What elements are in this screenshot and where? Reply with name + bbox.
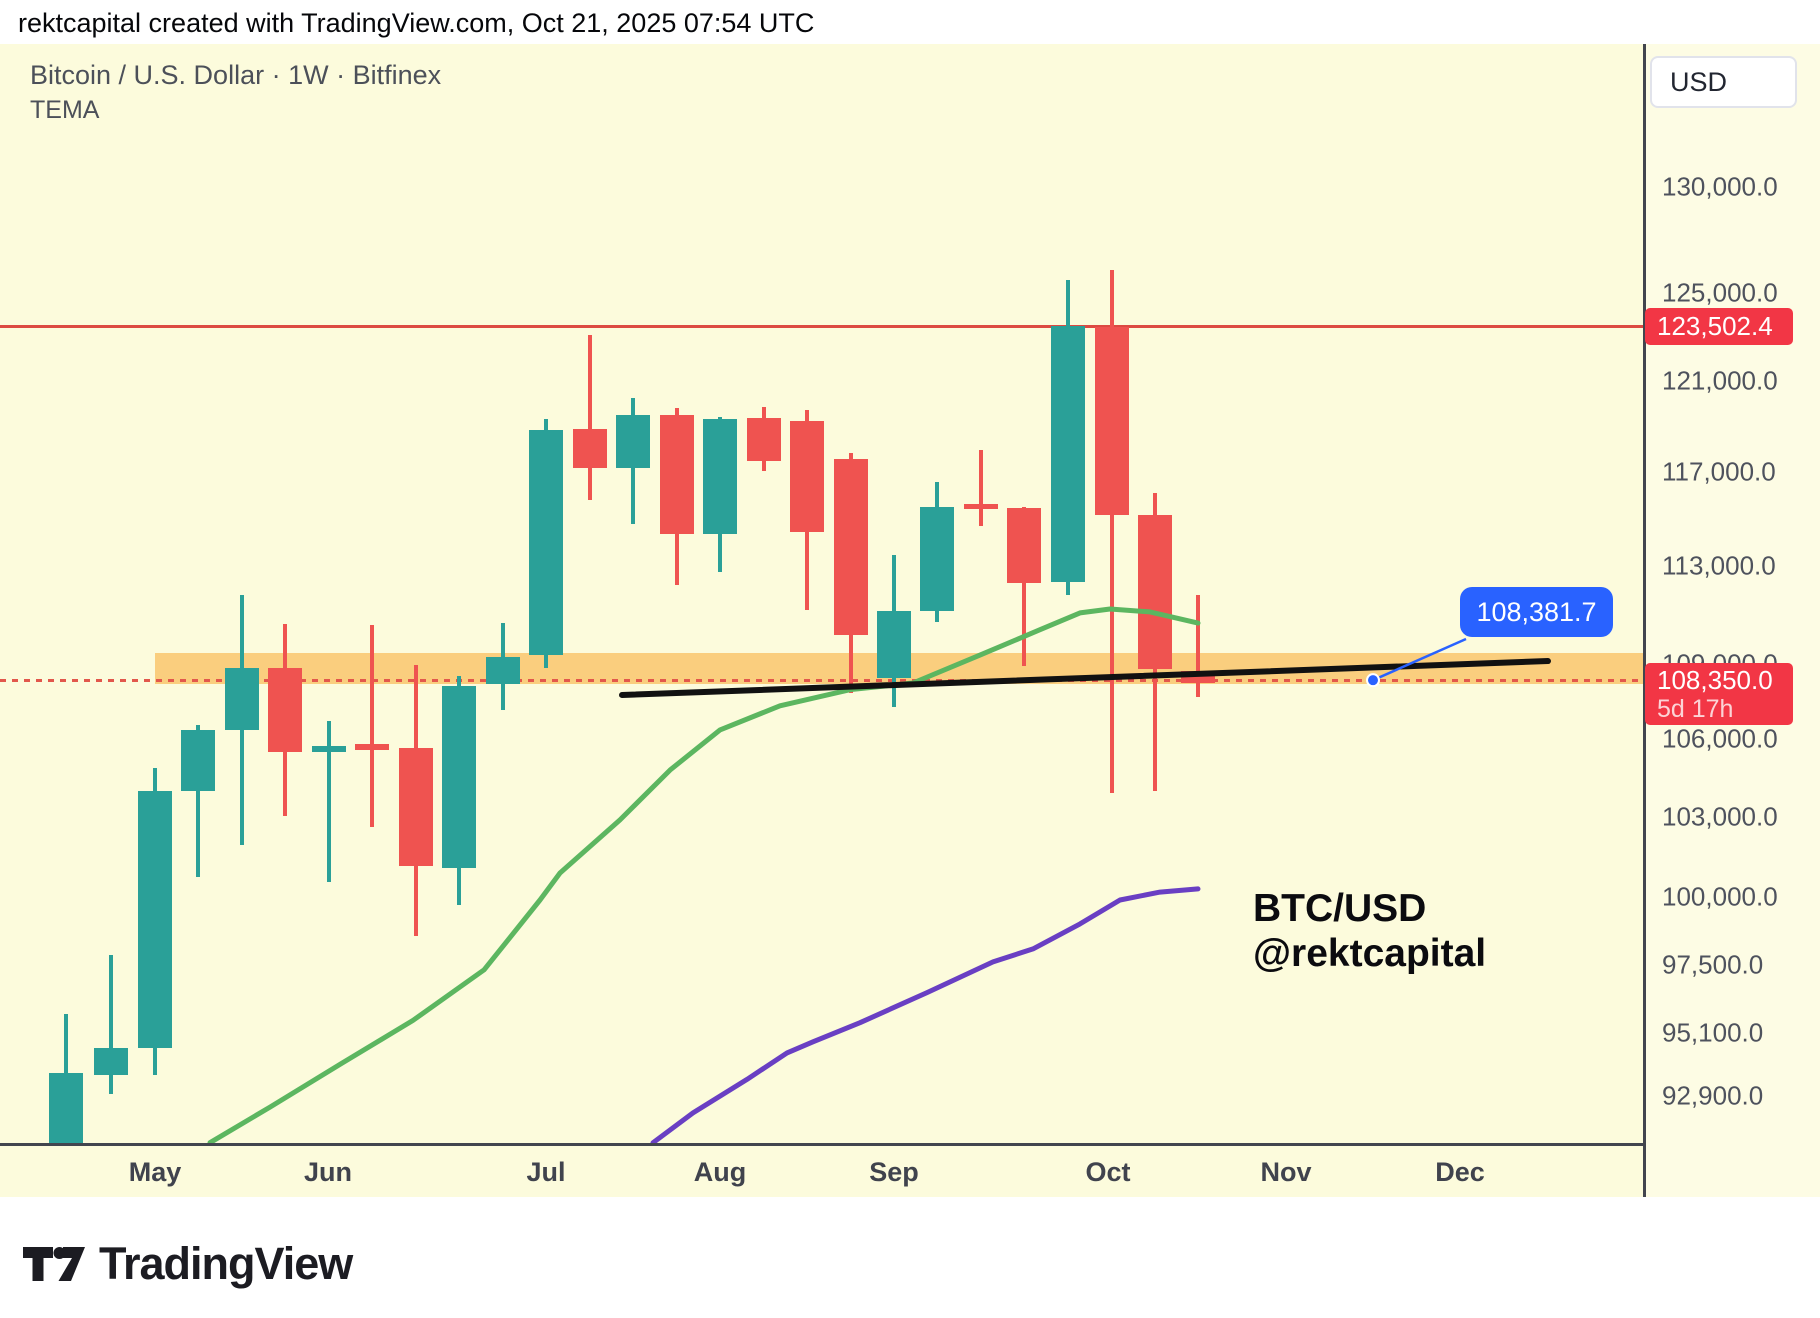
month-tick-label-oct[interactable]: Oct bbox=[1085, 1157, 1131, 1187]
candle-wick bbox=[370, 624, 374, 827]
candle-body bbox=[355, 743, 389, 751]
resistance-price-line bbox=[0, 324, 1643, 328]
watermark-handle: @rektcapital bbox=[1253, 932, 1487, 975]
candle-body bbox=[703, 418, 737, 535]
candle-body bbox=[877, 610, 911, 678]
tradingview-wordmark: TradingView bbox=[99, 1238, 353, 1289]
resistance-price-badge: 123,502.4 bbox=[1645, 307, 1793, 345]
candle-body bbox=[181, 729, 215, 791]
candle-body bbox=[1138, 515, 1172, 669]
candle-body bbox=[920, 507, 954, 611]
price-tick-label: 125,000.0 bbox=[1662, 277, 1778, 308]
candle-body bbox=[442, 685, 476, 868]
price-tick-label: 95,100.0 bbox=[1662, 1017, 1764, 1048]
attribution-text: rektcapital created with TradingView.com… bbox=[18, 8, 815, 38]
candle-body bbox=[834, 458, 868, 635]
candle-body bbox=[1095, 327, 1129, 516]
price-tick-label: 97,500.0 bbox=[1662, 949, 1764, 980]
month-tick-label-may[interactable]: May bbox=[128, 1157, 182, 1187]
candle-body bbox=[573, 428, 607, 469]
candle-wick bbox=[109, 954, 113, 1094]
price-tick-label: 121,000.0 bbox=[1662, 365, 1778, 396]
current-price-badge: 108,350.0 5d 17h bbox=[1645, 662, 1793, 725]
candle-body bbox=[660, 414, 694, 535]
candle-body bbox=[268, 668, 302, 753]
price-axis[interactable] bbox=[1643, 44, 1820, 1197]
indicator-label: TEMA bbox=[30, 96, 100, 124]
tradingview-logo-icon bbox=[23, 1247, 85, 1281]
month-tick-label-nov[interactable]: Nov bbox=[1260, 1157, 1312, 1187]
currency-label: USD bbox=[1670, 66, 1728, 97]
candle-wick bbox=[1110, 269, 1114, 793]
price-tick-label: 106,000.0 bbox=[1662, 723, 1778, 754]
candle-body bbox=[399, 747, 433, 867]
candle-body bbox=[529, 429, 563, 656]
trendline-price-callout[interactable]: 108,381.7 bbox=[1460, 587, 1613, 637]
bar-countdown: 5d 17h bbox=[1657, 694, 1734, 723]
candle-wick bbox=[1022, 507, 1026, 666]
candle-body bbox=[225, 668, 259, 730]
candle-body bbox=[790, 420, 824, 532]
watermark-text: BTC/USD @rektcapital bbox=[1253, 886, 1486, 976]
time-axis-border bbox=[0, 1143, 1643, 1146]
month-tick-label-dec[interactable]: Dec bbox=[1435, 1157, 1485, 1187]
candle-body bbox=[49, 1072, 83, 1143]
candle-body bbox=[1007, 507, 1041, 583]
candle-body bbox=[616, 414, 650, 469]
month-tick-label-aug[interactable]: Aug bbox=[693, 1157, 747, 1187]
month-tick-label-sep[interactable]: Sep bbox=[869, 1157, 919, 1187]
candle-wick bbox=[196, 725, 200, 878]
symbol-title: Bitcoin / U.S. Dollar · 1W · Bitfinex bbox=[30, 60, 442, 90]
price-tick-label: 100,000.0 bbox=[1662, 881, 1778, 912]
candle-body bbox=[747, 417, 781, 461]
chart-surface[interactable] bbox=[0, 44, 1643, 1197]
price-tick-label: 113,000.0 bbox=[1662, 550, 1776, 581]
candle-body bbox=[1181, 670, 1215, 683]
candle-body bbox=[94, 1047, 128, 1075]
candle-body bbox=[1051, 326, 1085, 582]
month-tick-label-jul[interactable]: Jul bbox=[526, 1157, 566, 1187]
month-tick-label-jun[interactable]: Jun bbox=[303, 1157, 353, 1187]
price-tick-label: 130,000.0 bbox=[1662, 171, 1778, 202]
currency-toggle-button[interactable]: USD bbox=[1650, 56, 1797, 108]
candle-wick bbox=[979, 450, 983, 527]
watermark-symbol: BTC/USD bbox=[1253, 887, 1427, 930]
tradingview-logo[interactable]: TradingView bbox=[23, 1238, 353, 1290]
candle-body bbox=[138, 790, 172, 1048]
candle-wick bbox=[588, 335, 592, 501]
price-tick-label: 103,000.0 bbox=[1662, 801, 1778, 832]
candle-body bbox=[312, 745, 346, 753]
price-tick-label: 92,900.0 bbox=[1662, 1080, 1764, 1111]
price-tick-label: 117,000.0 bbox=[1662, 456, 1776, 487]
candle-body bbox=[486, 657, 520, 684]
candle-body bbox=[964, 504, 998, 510]
